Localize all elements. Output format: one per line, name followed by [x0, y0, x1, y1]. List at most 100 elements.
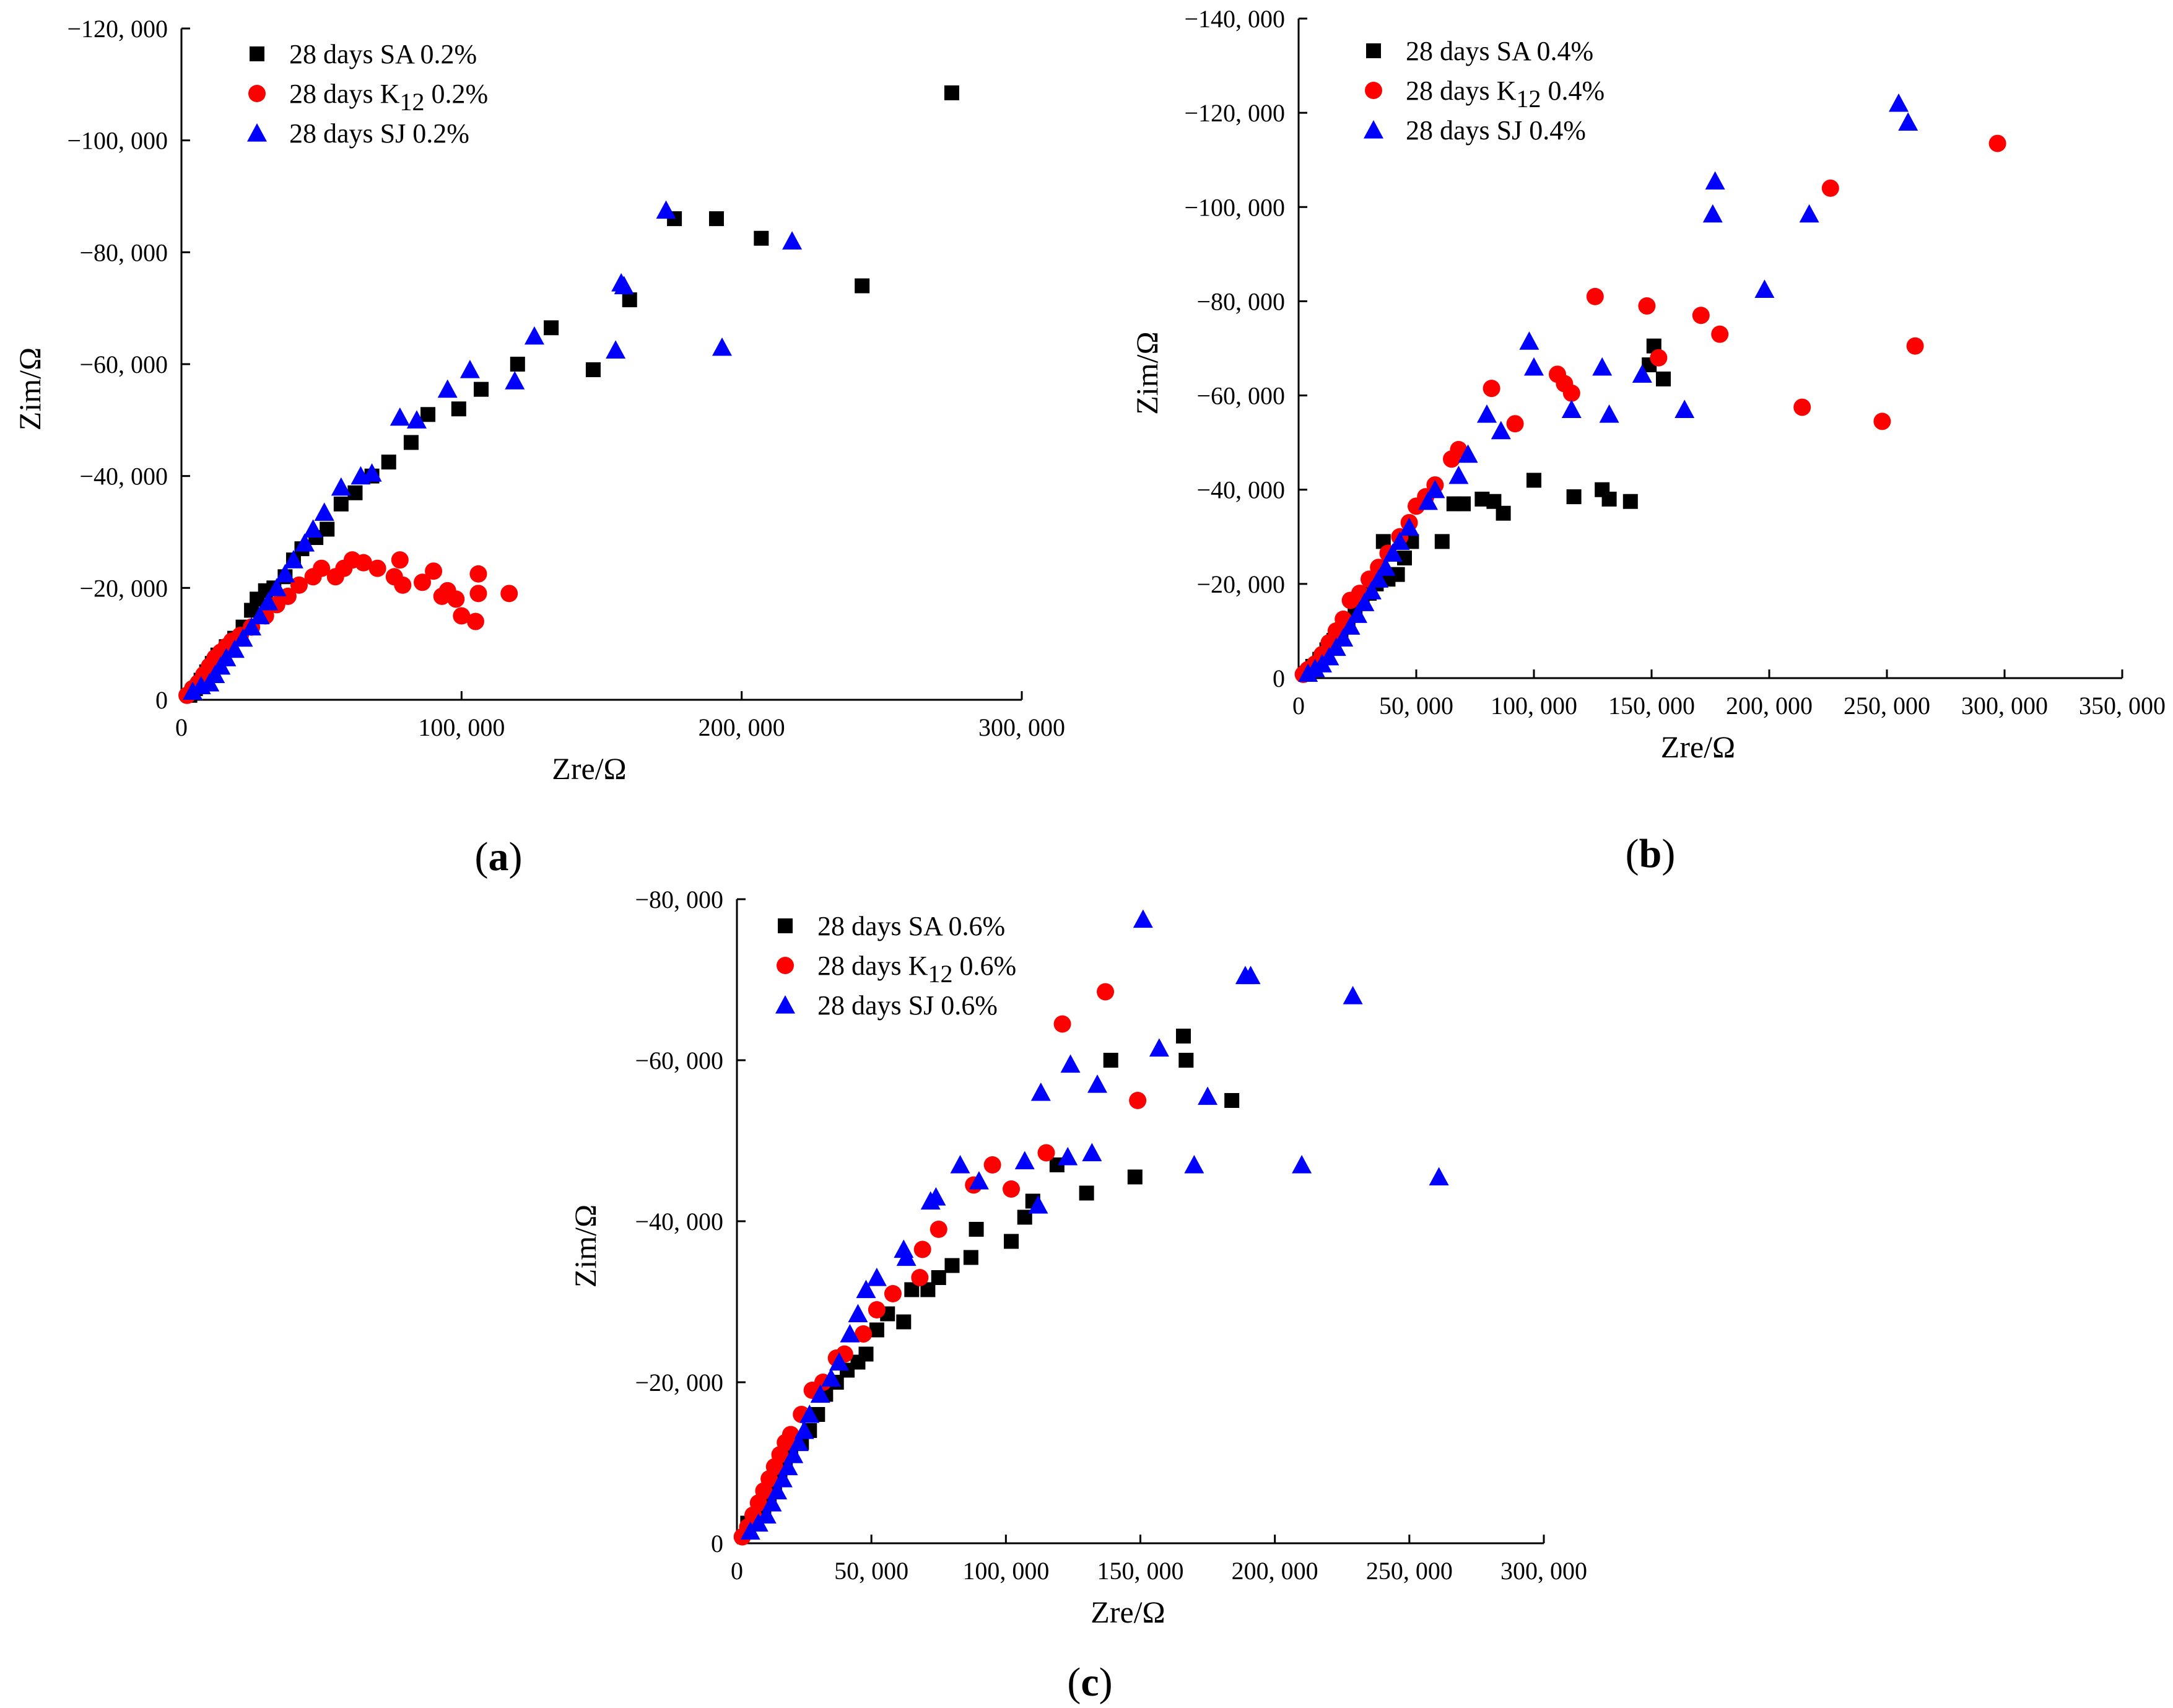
- data-point-k12: [1003, 1180, 1021, 1198]
- x-tick-label: 300, 000: [978, 713, 1065, 741]
- data-point-sj: [406, 410, 427, 429]
- data-point-k12: [469, 585, 487, 603]
- data-point-sj: [969, 1171, 989, 1190]
- data-point-sj: [926, 1187, 946, 1206]
- data-point-sj: [1425, 479, 1445, 499]
- y-tick-label: −120, 000: [67, 15, 168, 43]
- series-sj: [740, 909, 1449, 1540]
- data-point-sj: [1519, 331, 1539, 350]
- legend-label-sj: 28 days SJ 0.6%: [817, 990, 998, 1021]
- data-point-k12: [1483, 380, 1500, 398]
- data-point-sa: [510, 357, 525, 372]
- data-point-k12: [394, 576, 412, 594]
- y-tick-label: −80, 000: [635, 886, 723, 913]
- data-point-sj: [258, 591, 279, 611]
- data-point-sj: [778, 1457, 798, 1476]
- data-point-sj: [505, 371, 525, 390]
- data-point-sa: [1601, 491, 1617, 507]
- data-point-sj: [788, 1432, 809, 1452]
- data-point-sa: [622, 292, 637, 308]
- data-point-sa: [451, 401, 466, 417]
- data-point-sj: [1361, 581, 1382, 599]
- data-point-k12: [855, 1325, 873, 1343]
- y-tick-label: −80, 000: [1196, 287, 1285, 315]
- data-point-sj: [1632, 364, 1652, 383]
- y-tick-label: −80, 000: [79, 238, 168, 266]
- panel-label: (b): [1626, 831, 1676, 876]
- data-point-sj: [1599, 404, 1619, 423]
- x-tick-label: 250, 000: [1844, 692, 1930, 720]
- data-point-k12: [868, 1301, 886, 1318]
- data-point-sj: [1149, 1038, 1169, 1057]
- x-tick-label: 50, 000: [834, 1557, 908, 1585]
- data-point-sj: [1333, 628, 1354, 647]
- data-point-sj: [614, 276, 634, 295]
- data-point-sj: [848, 1304, 868, 1323]
- data-point-sj: [772, 1469, 793, 1488]
- data-point-sj: [1898, 112, 1918, 131]
- data-point-sj: [266, 578, 287, 596]
- data-point-sj: [1014, 1151, 1035, 1170]
- legend-marker-sj: [1364, 120, 1383, 139]
- y-tick-label: −140, 000: [1184, 5, 1285, 33]
- data-point-k12: [313, 559, 331, 577]
- y-tick-label: −40, 000: [1196, 476, 1285, 504]
- data-point-k12: [930, 1221, 947, 1238]
- data-point-sa: [944, 85, 959, 100]
- data-point-sa: [347, 485, 363, 500]
- y-tick-label: 0: [711, 1530, 723, 1558]
- panel-label: (a): [475, 834, 523, 879]
- x-axis-title: Zre/Ω: [552, 751, 626, 786]
- x-tick-label: 200, 000: [1232, 1557, 1318, 1585]
- data-point-sj: [250, 606, 270, 625]
- y-tick-label: −60, 000: [79, 351, 168, 378]
- y-axis-title: Zim/Ω: [12, 347, 47, 430]
- data-point-k12: [1586, 287, 1604, 305]
- data-point-k12: [414, 573, 432, 591]
- data-point-k12: [1506, 415, 1524, 433]
- data-point-sj: [1754, 279, 1775, 298]
- data-point-sa: [420, 407, 436, 422]
- legend-label-k12: 28 days K12 0.4%: [1406, 76, 1605, 113]
- x-tick-label: 50, 000: [1379, 692, 1453, 720]
- data-point-sa: [969, 1222, 984, 1237]
- data-point-sa: [708, 211, 724, 227]
- data-point-sj: [1705, 171, 1725, 190]
- data-point-sj: [233, 628, 253, 647]
- y-tick-label: 0: [1273, 664, 1285, 692]
- legend-marker-sj: [247, 123, 267, 142]
- data-point-k12: [1711, 325, 1729, 343]
- data-point-sa: [896, 1314, 912, 1330]
- data-point-sa: [855, 278, 870, 294]
- y-tick-label: −100, 000: [1184, 193, 1285, 221]
- data-point-k12: [1053, 1015, 1071, 1033]
- data-point-sj: [1674, 399, 1695, 418]
- data-point-k12: [368, 559, 386, 577]
- data-point-sj: [1390, 531, 1410, 550]
- data-point-sj: [459, 360, 480, 378]
- x-tick-label: 100, 000: [418, 713, 505, 741]
- data-point-k12: [500, 585, 518, 603]
- x-tick-label: 300, 000: [1961, 692, 2048, 720]
- data-point-sa: [320, 521, 335, 537]
- data-point-sa: [1622, 494, 1638, 509]
- data-point-k12: [447, 590, 465, 608]
- data-point-k12: [1821, 179, 1839, 197]
- data-point-k12: [1097, 983, 1115, 1001]
- data-point-sj: [524, 326, 544, 345]
- legend-label-k12: 28 days K12 0.2%: [289, 79, 488, 116]
- x-tick-label: 0: [1292, 692, 1305, 720]
- y-tick-label: −20, 000: [635, 1369, 723, 1396]
- data-point-sa: [1079, 1185, 1094, 1201]
- legend-marker-sa: [778, 918, 793, 933]
- y-tick-label: −120, 000: [1184, 99, 1285, 127]
- data-point-sa: [333, 496, 349, 512]
- data-point-k12: [1906, 337, 1924, 355]
- data-point-k12: [913, 1240, 931, 1258]
- x-tick-label: 0: [175, 713, 188, 741]
- data-point-sj: [1889, 93, 1909, 112]
- data-point-sj: [1491, 420, 1511, 440]
- data-point-sj: [1082, 1143, 1102, 1162]
- data-point-k12: [1692, 307, 1710, 325]
